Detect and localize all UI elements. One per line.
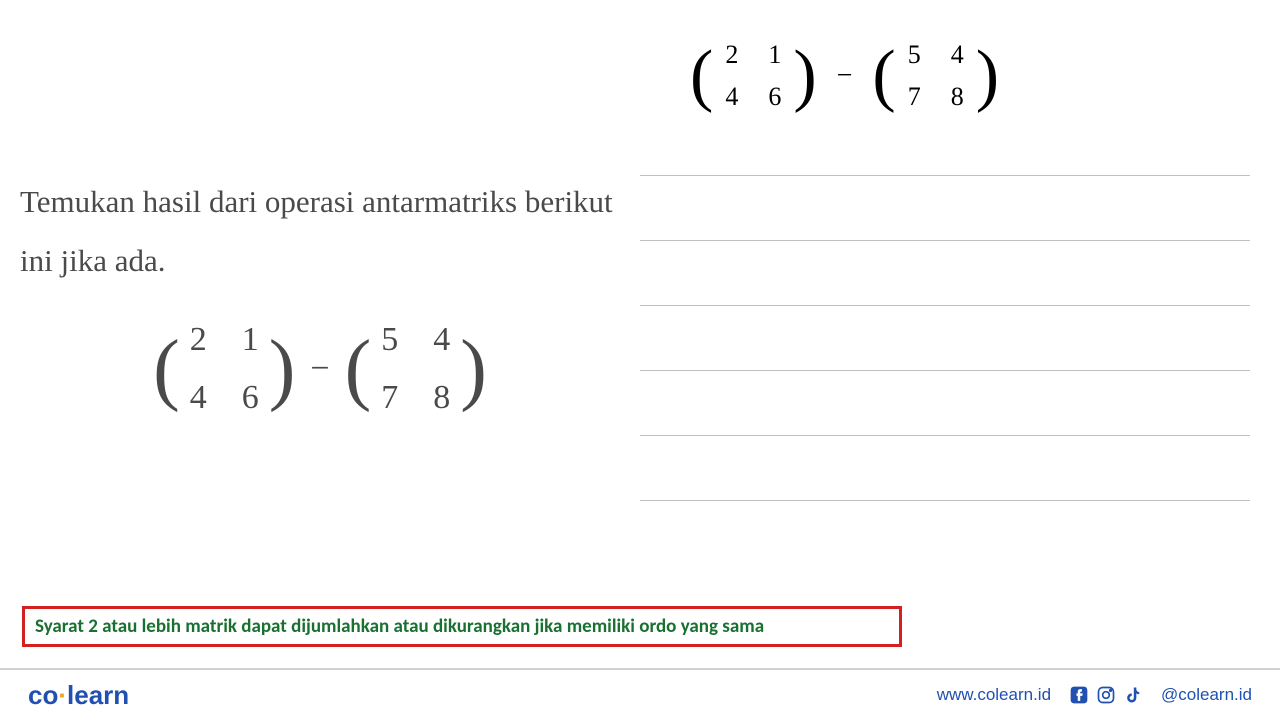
hw-matrix-1: ( 2 1 4 6 ) [690,40,817,112]
matrix-cell: 4 [433,321,450,359]
hw-cell: 5 [908,40,921,70]
matrix-cell: 6 [242,379,259,417]
ruled-line [640,175,1250,176]
hw-cell: 4 [725,82,738,112]
content-area: Temukan hasil dari operasi antarmatriks … [0,0,1280,590]
hw-matrix-2: ( 5 4 7 8 ) [872,40,999,112]
hw-cell: 8 [951,82,964,112]
work-panel: ( 2 1 4 6 ) − ( 5 4 7 8 [640,0,1280,590]
ruled-line [640,435,1250,436]
question-text: Temukan hasil dari operasi antarmatriks … [20,173,620,291]
instagram-icon [1096,685,1116,705]
hw-cell: 2 [725,40,738,70]
matrix-cell: 1 [242,321,259,359]
hw-paren-left: ( [872,46,895,106]
hw-matrix-1-grid: 2 1 4 6 [713,40,793,112]
website-url: www.colearn.id [937,685,1051,705]
matrix-cell: 8 [433,379,450,417]
social-icons [1069,685,1143,705]
hw-cell: 4 [951,40,964,70]
ruled-line [640,500,1250,501]
hw-minus-operator: − [837,60,853,92]
hw-paren-left: ( [690,46,713,106]
paren-right: ) [460,333,487,405]
hw-cell: 1 [768,40,781,70]
paren-left: ( [153,333,180,405]
logo: co·learn [28,680,129,711]
footer: co·learn www.colearn.id @colearn.id [0,668,1280,720]
tiktok-icon [1123,685,1143,705]
matrix-2-grid: 5 4 7 8 [371,321,460,417]
hw-matrix-2-grid: 5 4 7 8 [896,40,976,112]
hw-cell: 7 [908,82,921,112]
logo-co: co [28,680,58,710]
question-panel: Temukan hasil dari operasi antarmatriks … [0,0,640,590]
matrix-cell: 2 [190,321,207,359]
handwritten-area: ( 2 1 4 6 ) − ( 5 4 7 8 [650,20,1250,180]
logo-learn: learn [67,680,129,710]
matrix-cell: 5 [381,321,398,359]
matrix-cell: 7 [381,379,398,417]
logo-dot: · [58,680,67,710]
matrix-equation: ( 2 1 4 6 ) − ( 5 4 7 8 ) [20,321,620,417]
footer-right: www.colearn.id @colearn.id [937,685,1252,705]
highlight-text: Syarat 2 atau lebih matrik dapat dijumla… [35,615,889,638]
hw-cell: 6 [768,82,781,112]
matrix-1: ( 2 1 4 6 ) [153,321,295,417]
social-handle: @colearn.id [1161,685,1252,705]
handwritten-equation: ( 2 1 4 6 ) − ( 5 4 7 8 [650,20,1250,112]
matrix-1-grid: 2 1 4 6 [180,321,269,417]
matrix-2: ( 5 4 7 8 ) [345,321,487,417]
hw-paren-right: ) [793,46,816,106]
minus-operator: − [310,350,329,388]
highlight-box: Syarat 2 atau lebih matrik dapat dijumla… [22,606,902,647]
ruled-line [640,370,1250,371]
paren-right: ) [269,333,296,405]
ruled-lines [640,175,1250,575]
ruled-line [640,305,1250,306]
facebook-icon [1069,685,1089,705]
matrix-cell: 4 [190,379,207,417]
hw-paren-right: ) [976,46,999,106]
paren-left: ( [345,333,372,405]
ruled-line [640,240,1250,241]
